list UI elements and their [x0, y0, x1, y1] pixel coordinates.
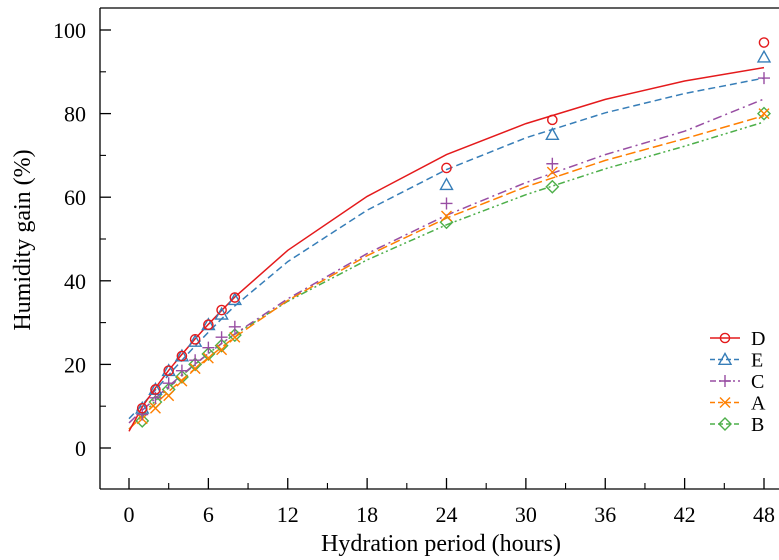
legend-label-b: B	[751, 414, 764, 436]
marker-b	[135, 413, 150, 428]
marker-d	[136, 402, 148, 414]
x-tick-label: 18	[356, 502, 378, 527]
x-tick-label: 12	[277, 502, 299, 527]
marker-d	[163, 365, 174, 376]
marker-c	[162, 377, 175, 390]
x-axis-ticks: 0 6 12 18 24 30 36 42 48	[124, 478, 775, 527]
marker-a	[229, 331, 241, 343]
marker-a	[149, 402, 161, 414]
fit-line-b	[128, 121, 765, 430]
fit-line-e	[128, 77, 765, 420]
marker-d	[758, 37, 770, 48]
x-tick-label: 36	[594, 502, 616, 527]
marker-e	[227, 292, 243, 306]
legend-marker-b	[718, 417, 732, 431]
marker-d	[216, 304, 227, 316]
legend-marker-a	[719, 397, 731, 408]
fit-line-a	[128, 114, 765, 430]
legend-marker-c	[719, 375, 731, 387]
marker-d	[441, 162, 452, 174]
fit-line-c	[128, 98, 765, 424]
marker-c	[758, 72, 770, 85]
marker-a	[441, 210, 452, 222]
marker-d	[229, 292, 241, 303]
y-tick-label: 100	[53, 18, 86, 43]
y-tick-label: 60	[64, 185, 86, 210]
marker-a	[176, 375, 188, 387]
marker-d	[189, 334, 201, 345]
marker-b	[174, 369, 189, 384]
marker-c	[228, 320, 241, 333]
x-tick-label: 42	[674, 502, 696, 527]
marker-d	[547, 114, 558, 126]
marker-d	[176, 350, 188, 362]
x-tick-label: 0	[124, 502, 135, 527]
marker-c	[136, 408, 149, 421]
y-axis-ticks: 0 20 40 60 80 100	[53, 18, 111, 461]
marker-c	[189, 354, 202, 367]
marker-b	[188, 357, 203, 372]
marker-c	[175, 364, 188, 377]
legend-label-c: C	[751, 371, 764, 393]
y-tick-label: 0	[75, 436, 86, 461]
marker-b	[201, 346, 216, 361]
plot-frame	[99, 7, 779, 490]
marker-b	[545, 179, 560, 194]
legend-marker-e	[717, 352, 733, 365]
marker-b	[214, 338, 229, 353]
legend-marker-d	[719, 332, 731, 344]
marker-e	[187, 333, 203, 347]
marker-c	[215, 331, 228, 344]
x-tick-label: 6	[203, 502, 214, 527]
marker-a	[163, 390, 175, 402]
legend-label-d: D	[751, 328, 765, 350]
data-markers	[135, 37, 772, 428]
marker-e	[756, 49, 772, 63]
fit-line-d	[128, 66, 765, 432]
marker-b	[757, 106, 771, 121]
marker-d	[150, 384, 161, 395]
marker-e	[439, 177, 454, 191]
y-tick-label: 80	[64, 102, 86, 127]
x-tick-label: 24	[436, 502, 458, 527]
marker-a	[546, 166, 558, 178]
y-tick-label: 40	[64, 269, 86, 294]
fit-lines	[128, 66, 765, 432]
x-tick-label: 30	[515, 502, 537, 527]
marker-a	[202, 352, 214, 364]
x-tick-label: 48	[753, 502, 775, 527]
legend-label-a: A	[751, 393, 766, 415]
legend-label-e: E	[751, 350, 763, 372]
marker-a	[758, 108, 770, 120]
marker-a	[216, 344, 228, 356]
marker-e	[545, 127, 560, 141]
y-tick-label: 20	[64, 352, 86, 377]
marker-a	[189, 363, 201, 375]
marker-c	[546, 157, 559, 170]
x-axis-title: Hydration period (hours)	[321, 531, 561, 557]
marker-d	[203, 319, 214, 330]
y-axis-title: Humidity gain (%)	[10, 149, 36, 330]
marker-c	[440, 197, 453, 210]
marker-c	[202, 341, 215, 354]
